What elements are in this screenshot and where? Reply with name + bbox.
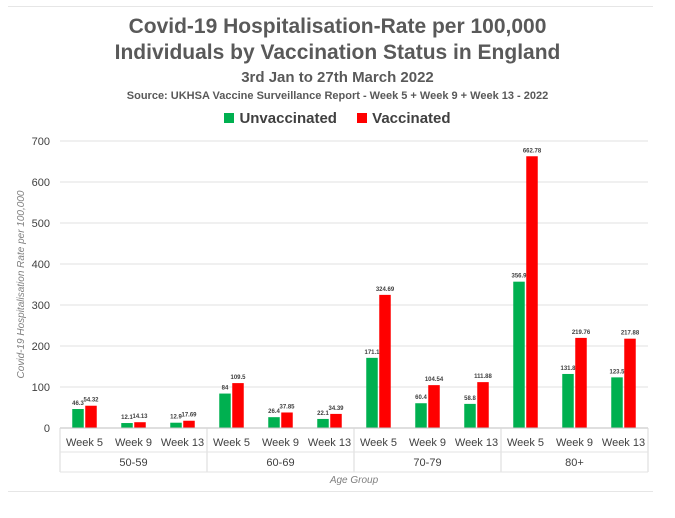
bar-unvaccinated	[268, 417, 280, 428]
bar-unvaccinated	[464, 403, 476, 428]
bar-unvaccinated	[72, 409, 84, 428]
y-tick-label: 200	[32, 341, 50, 353]
bar-vaccinated	[281, 412, 293, 428]
x-tick-label: Week 9	[262, 437, 299, 449]
y-tick-label: 0	[44, 423, 50, 435]
data-label: 324.69	[376, 287, 395, 293]
bar-vaccinated	[85, 405, 97, 428]
data-label: 26.4	[268, 409, 280, 415]
bar-unvaccinated	[170, 422, 182, 428]
y-tick-label: 300	[32, 300, 50, 312]
x-tick-label: Week 5	[66, 437, 103, 449]
bar-vaccinated	[526, 156, 538, 428]
group-label: 60-69	[266, 457, 294, 469]
x-axis-title: Age Group	[329, 475, 379, 486]
legend-swatch-vaccinated	[357, 113, 368, 123]
x-tick-label: Week 5	[213, 437, 250, 449]
bar-unvaccinated	[317, 418, 329, 428]
bar-vaccinated	[624, 338, 636, 428]
chart-frame	[8, 6, 653, 492]
bar-vaccinated	[232, 383, 244, 428]
legend-item-unvaccinated: Unvaccinated	[224, 110, 337, 127]
group-label: 70-79	[413, 457, 441, 469]
data-label: 46.3	[72, 401, 84, 407]
chart-title: Covid-19 Hospitalisation-Rate per 100,00…	[128, 15, 547, 38]
chart-subtitle: 3rd Jan to 27th March 2022	[241, 69, 434, 86]
bar-unvaccinated	[219, 393, 231, 428]
legend-item-vaccinated: Vaccinated	[357, 110, 451, 127]
data-label: 84	[222, 386, 229, 392]
x-tick-label: Week 13	[455, 437, 498, 449]
bar-unvaccinated	[562, 373, 574, 428]
data-label: 131.8	[560, 366, 576, 372]
data-label: 171.1	[364, 350, 380, 356]
data-label: 12.9	[170, 415, 182, 421]
data-label: 22.1	[317, 411, 329, 417]
bar-vaccinated	[428, 385, 440, 428]
data-label: 37.85	[279, 404, 295, 410]
y-tick-label: 700	[32, 136, 50, 148]
data-label: 111.88	[474, 374, 492, 380]
group-label: 50-59	[119, 457, 147, 469]
bar-vaccinated	[575, 337, 587, 428]
chart-source: Source: UKHSA Vaccine Surveillance Repor…	[126, 90, 549, 102]
bar-unvaccinated	[366, 357, 378, 428]
x-tick-label: Week 13	[602, 437, 645, 449]
x-tick-label: Week 9	[115, 437, 152, 449]
data-label: 17.69	[181, 413, 197, 419]
x-tick-label: Week 9	[409, 437, 446, 449]
bar-unvaccinated	[121, 423, 133, 428]
data-label: 54.32	[83, 398, 99, 404]
data-label: 109.5	[230, 375, 246, 381]
chart-title-line2: Individuals by Vaccination Status in Eng…	[114, 41, 561, 64]
group-label: 80+	[565, 457, 584, 469]
bar-vaccinated	[330, 413, 342, 428]
x-tick-label: Week 9	[556, 437, 593, 449]
y-tick-label: 500	[32, 218, 50, 230]
data-label: 34.39	[328, 406, 344, 412]
data-label: 14.13	[132, 414, 148, 420]
bar-vaccinated	[477, 382, 489, 428]
bar-unvaccinated	[415, 403, 427, 428]
bar-unvaccinated	[611, 377, 623, 428]
y-tick-label: 600	[32, 177, 50, 189]
x-tick-label: Week 13	[161, 437, 204, 449]
data-label: 60.4	[415, 395, 427, 401]
bar-unvaccinated	[513, 281, 525, 428]
bar-vaccinated	[134, 422, 146, 428]
data-label: 104.54	[425, 377, 444, 383]
data-label: 123.5	[609, 369, 625, 375]
data-label: 356.9	[511, 274, 527, 280]
legend-label-vaccinated: Vaccinated	[372, 110, 451, 127]
legend-swatch-unvaccinated	[224, 113, 235, 123]
data-label: 217.88	[621, 331, 640, 337]
bar-vaccinated	[379, 294, 391, 428]
data-label: 219.76	[572, 330, 591, 336]
y-axis-title: Covid-19 Hospitalisation Rate per 100,00…	[16, 190, 27, 378]
data-label: 662.78	[523, 148, 542, 154]
y-tick-label: 100	[32, 382, 50, 394]
x-tick-label: Week 5	[360, 437, 397, 449]
bar-vaccinated	[183, 420, 195, 428]
data-label: 58.8	[464, 396, 476, 402]
x-tick-label: Week 5	[507, 437, 544, 449]
chart-legend: Unvaccinated Vaccinated	[0, 110, 675, 127]
x-tick-label: Week 13	[308, 437, 351, 449]
data-label: 12.1	[121, 415, 133, 421]
legend-label-unvaccinated: Unvaccinated	[239, 110, 337, 127]
y-tick-label: 400	[32, 259, 50, 271]
